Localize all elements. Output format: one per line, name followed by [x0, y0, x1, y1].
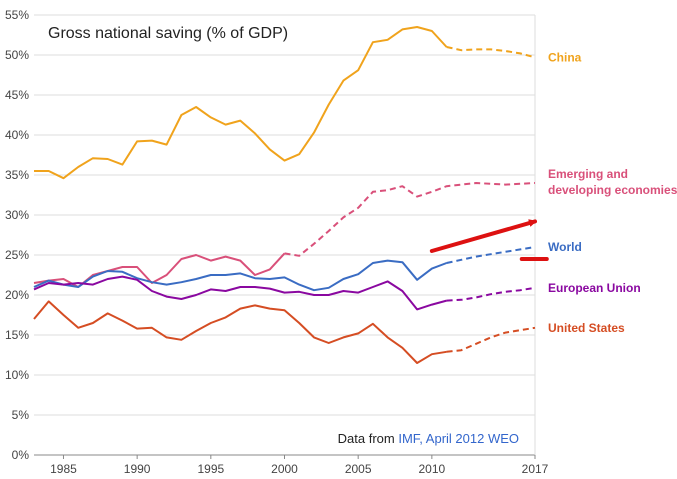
series-label-line: China	[548, 50, 582, 64]
y-tick-label: 35%	[5, 168, 29, 182]
series-projection-emerging-and-developing-economies	[284, 182, 536, 257]
series-label-european-union: European Union	[548, 281, 641, 295]
series-labels: China Emerging and developing economies Wor…	[548, 50, 677, 334]
highlight-marks	[429, 219, 549, 261]
series-lines	[33, 26, 536, 364]
y-axis-ticks: 0% 5% 10% 15% 20% 25% 30% 35% 40% 45% 50% 55%	[5, 8, 29, 462]
series-label-line: World	[548, 240, 582, 254]
y-tick-label: 50%	[5, 48, 29, 62]
series-projection-european-union	[446, 286, 536, 302]
source-link[interactable]: IMF, April 2012 WEO	[398, 431, 519, 446]
y-tick-label: 25%	[5, 248, 29, 262]
highlight-arrow	[429, 219, 537, 253]
y-tick-label: 20%	[5, 288, 29, 302]
series-label-emerging-and-developing-economies: Emerging and developing economies	[548, 167, 677, 197]
y-tick-label: 5%	[12, 408, 30, 422]
source-prefix: Data from	[338, 431, 399, 446]
x-tick-label: 2010	[419, 462, 446, 476]
series-label-line: European Union	[548, 281, 641, 295]
y-tick-label: 40%	[5, 128, 29, 142]
x-tick-label: 2000	[271, 462, 298, 476]
series-line-united-states	[33, 300, 447, 364]
series-label-china: China	[548, 50, 582, 64]
series-projection-china	[446, 46, 536, 59]
series-label-line: Emerging and	[548, 167, 628, 181]
x-tick-label: 1995	[197, 462, 224, 476]
x-tick-label: 1985	[50, 462, 77, 476]
series-line-european-union	[33, 275, 447, 311]
series-label-world: World	[548, 240, 582, 254]
series-line-china	[34, 26, 448, 180]
x-tick-label: 2017	[522, 462, 549, 476]
y-tick-label: 30%	[5, 208, 29, 222]
y-tick-label: 55%	[5, 8, 29, 22]
series-projection-world	[446, 246, 536, 264]
chart-title: Gross national saving (% of GDP)	[48, 25, 288, 42]
series-label-united-states: United States	[548, 321, 625, 335]
x-tick-label: 2005	[345, 462, 372, 476]
x-tick-label: 1990	[124, 462, 151, 476]
plot-background	[34, 15, 535, 455]
y-tick-label: 0%	[12, 448, 30, 462]
y-tick-label: 10%	[5, 368, 29, 382]
x-axis-ticks: 1985 1990 1995 2000 2005 2010 2017	[50, 455, 549, 476]
source-annotation: Data from IMF, April 2012 WEO	[338, 431, 519, 446]
y-tick-label: 45%	[5, 88, 29, 102]
series-label-line: developing economies	[548, 183, 677, 197]
y-tick-label: 15%	[5, 328, 29, 342]
series-line-world	[33, 259, 447, 292]
series-label-line: United States	[548, 321, 625, 335]
series-projection-united-states	[446, 326, 536, 353]
gridlines	[34, 14, 536, 456]
